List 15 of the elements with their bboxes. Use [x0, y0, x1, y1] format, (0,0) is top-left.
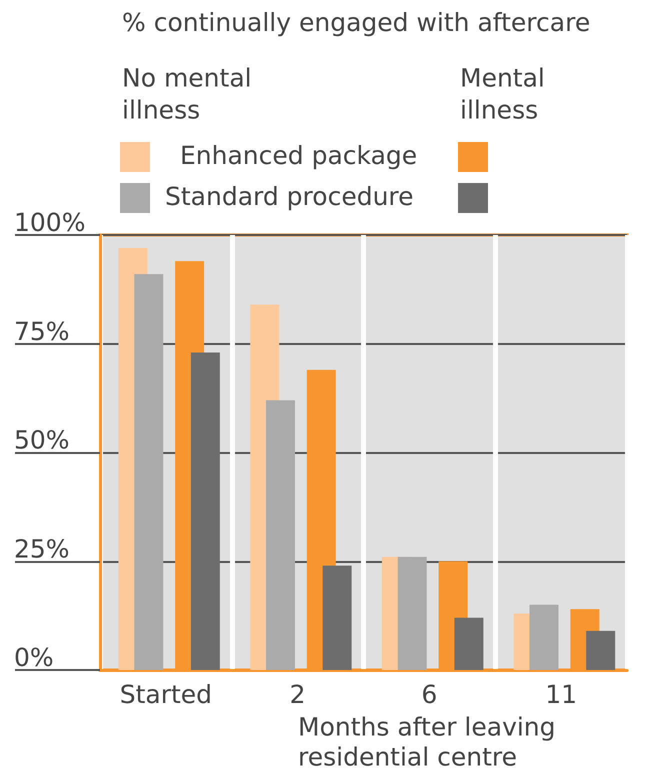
- legend-label: Enhanced package: [180, 141, 418, 170]
- y-tick-label: 75%: [14, 316, 70, 346]
- text: No mental illness: [122, 64, 260, 124]
- x-tick-label: Started: [120, 680, 212, 709]
- x-tick-label: 6: [421, 680, 438, 709]
- y-tick-label: 50%: [14, 426, 70, 454]
- y-tick-label: 100%: [14, 208, 86, 237]
- legend-label: Standard procedure: [165, 182, 414, 211]
- chart-title: % continually engaged with aftercare: [122, 8, 590, 37]
- y-tick-label: 0%: [14, 643, 54, 672]
- x-axis-title: Months after leaving residential centre: [298, 712, 564, 772]
- x-tick-label: 2: [290, 680, 306, 709]
- y-tick-label: 25%: [14, 534, 70, 564]
- text: Mental illness: [460, 64, 553, 124]
- x-tick-label: 11: [545, 680, 578, 709]
